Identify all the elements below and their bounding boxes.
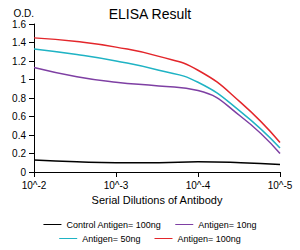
svg-text:ELISA Result: ELISA Result: [109, 6, 192, 22]
svg-text:0.8: 0.8: [12, 93, 26, 104]
svg-text:Antigen= 50ng: Antigen= 50ng: [82, 234, 140, 244]
svg-text:1.6: 1.6: [12, 19, 26, 30]
svg-text:1.2: 1.2: [12, 56, 26, 67]
svg-text:0.2: 0.2: [12, 148, 26, 159]
svg-text:1.4: 1.4: [12, 37, 26, 48]
svg-text:10^-3: 10^-3: [104, 180, 129, 191]
svg-text:Antigen= 100ng: Antigen= 100ng: [177, 234, 240, 244]
svg-text:10^-4: 10^-4: [186, 180, 211, 191]
svg-text:1: 1: [20, 74, 26, 85]
svg-text:10^-5: 10^-5: [268, 180, 293, 191]
svg-text:10^-2: 10^-2: [22, 180, 47, 191]
svg-text:Serial Dilutions of Antibody: Serial Dilutions of Antibody: [92, 194, 223, 206]
svg-text:0: 0: [20, 167, 26, 178]
svg-text:Antigen= 10ng: Antigen= 10ng: [198, 220, 256, 230]
svg-text:O.D.: O.D.: [13, 8, 34, 19]
svg-text:Control Antigen= 100ng: Control Antigen= 100ng: [66, 220, 160, 230]
svg-text:0.4: 0.4: [12, 130, 26, 141]
svg-text:0.6: 0.6: [12, 111, 26, 122]
